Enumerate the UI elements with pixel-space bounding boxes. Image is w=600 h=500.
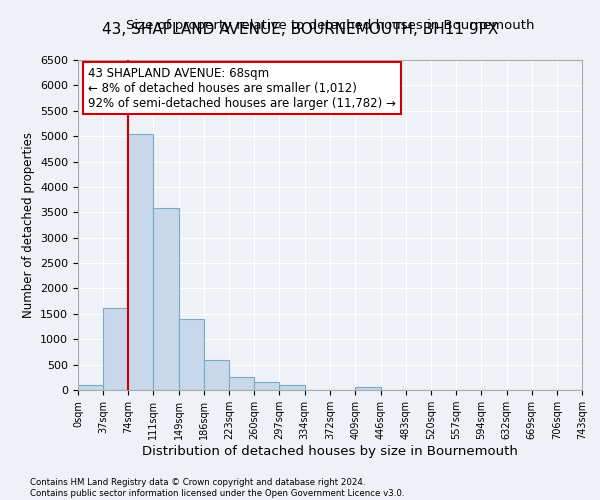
Bar [153,208,179,390]
Bar [179,319,204,390]
Text: Contains HM Land Registry data © Crown copyright and database right 2024.
Contai: Contains HM Land Registry data © Crown c… [30,478,404,498]
Title: Size of property relative to detached houses in Bournemouth: Size of property relative to detached ho… [126,20,534,32]
Bar [280,385,305,390]
Bar [355,387,380,390]
Bar [229,377,254,390]
Bar [103,308,128,390]
Bar [128,134,153,390]
Bar [78,385,103,390]
Text: 43 SHAPLAND AVENUE: 68sqm
← 8% of detached houses are smaller (1,012)
92% of sem: 43 SHAPLAND AVENUE: 68sqm ← 8% of detach… [88,66,396,110]
X-axis label: Distribution of detached houses by size in Bournemouth: Distribution of detached houses by size … [142,445,518,458]
Text: 43, SHAPLAND AVENUE, BOURNEMOUTH, BH11 9PX: 43, SHAPLAND AVENUE, BOURNEMOUTH, BH11 9… [102,22,498,38]
Bar [204,360,229,390]
Bar [254,382,280,390]
Y-axis label: Number of detached properties: Number of detached properties [22,132,35,318]
